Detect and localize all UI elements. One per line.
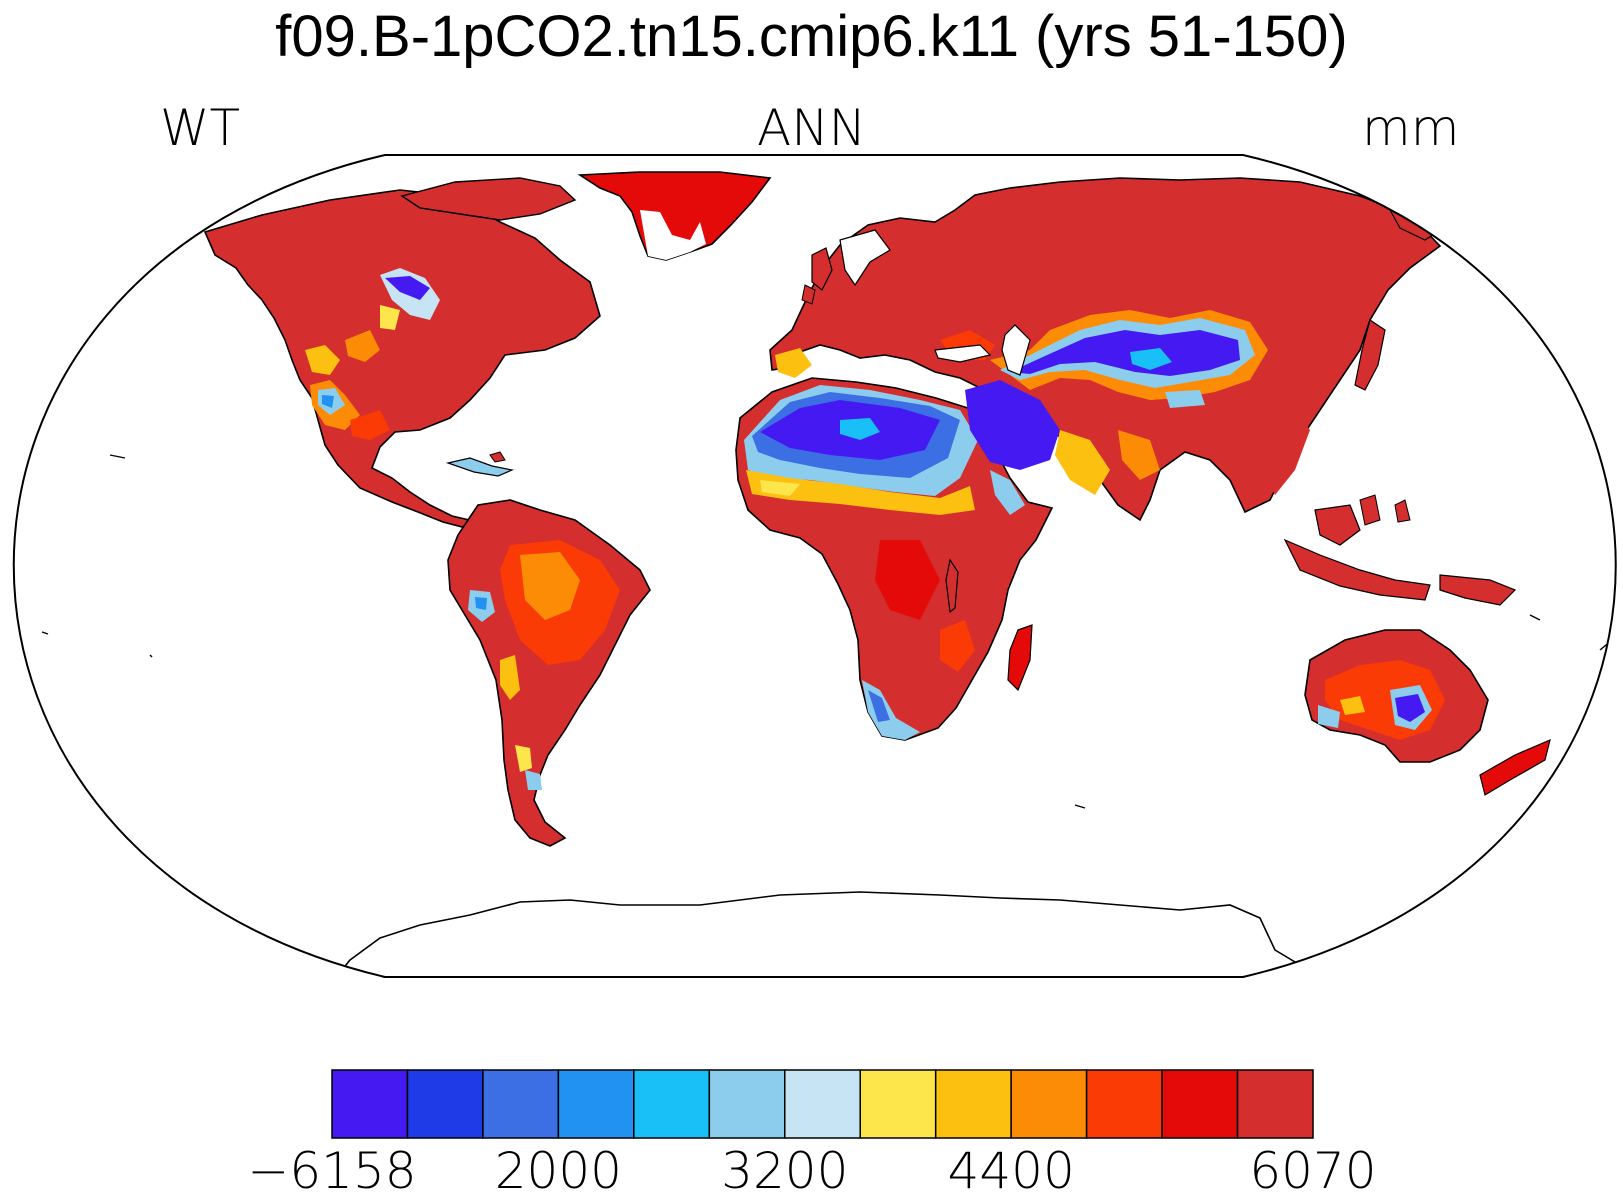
- caribbean-islands: [445, 451, 515, 477]
- colorbar-swatch: [1085, 1069, 1163, 1139]
- colorbar-tick-label: 6070: [1249, 1142, 1377, 1200]
- colorbar-swatch: [557, 1069, 635, 1139]
- eurasia: [769, 177, 1442, 522]
- colorbar-swatch: [406, 1069, 484, 1139]
- australia-newzealand: [1304, 629, 1551, 796]
- colorbar-swatch: [633, 1069, 711, 1139]
- map-title: f09.B-1pCO2.tn15.cmip6.k11 (yrs 51-150): [275, 4, 1348, 69]
- units-label: mm: [1362, 99, 1460, 157]
- season-label: ANN: [756, 99, 866, 157]
- variable-label: WT: [160, 99, 240, 157]
- africa: [735, 377, 1054, 741]
- colorbar-swatch: [482, 1069, 560, 1139]
- north-america: [203, 171, 772, 529]
- colorbar-swatch: [859, 1069, 937, 1139]
- colorbar-tick-label: 2000: [494, 1142, 622, 1200]
- colorbar-tick-label: 3200: [721, 1142, 849, 1200]
- colorbar-swatch: [708, 1069, 786, 1139]
- colorbar-swatch: [784, 1069, 861, 1139]
- south-america: [447, 499, 651, 847]
- colorbar: [331, 1069, 1314, 1139]
- japan-indonesia: [1283, 319, 1517, 606]
- colorbar-swatch: [934, 1069, 1012, 1139]
- map-outline: [12, 154, 1617, 978]
- colorbar-swatch: [1161, 1069, 1239, 1139]
- colorbar-tick-label: −6158: [247, 1142, 417, 1200]
- colorbar-swatch: [1010, 1069, 1088, 1139]
- colorbar-swatch: [331, 1069, 409, 1139]
- antarctica: [328, 891, 1322, 977]
- colorbar-swatch: [1236, 1069, 1314, 1139]
- colorbar-tick-label: 4400: [947, 1142, 1075, 1200]
